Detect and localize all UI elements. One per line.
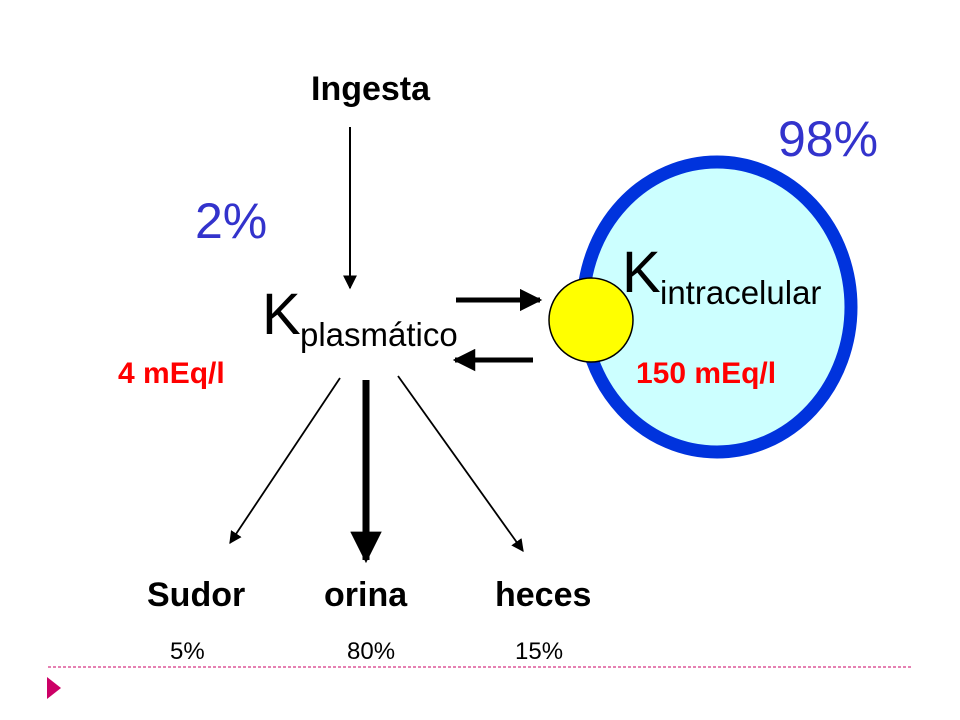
intracellular-k-symbol: K bbox=[622, 240, 661, 305]
intracellular-percent: 98% bbox=[778, 111, 878, 167]
output-percent-sudor: 5% bbox=[170, 638, 205, 665]
intracellular-concentration: 150 mEq/l bbox=[636, 357, 776, 390]
pump-circle bbox=[548, 277, 634, 363]
output-label-sudor: Sudor bbox=[147, 576, 245, 614]
slide-bullet-icon bbox=[47, 677, 61, 699]
intake-label: Ingesta bbox=[311, 70, 431, 108]
arrow-to-heces bbox=[397, 375, 524, 553]
output-percent-heces: 15% bbox=[515, 638, 563, 665]
plasma-subscript: plasmático bbox=[300, 316, 458, 353]
output-percent-orina: 80% bbox=[347, 638, 395, 665]
intracellular-subscript: intracelular bbox=[660, 274, 821, 311]
plasma-k-symbol: K bbox=[262, 282, 301, 347]
plasma-percent: 2% bbox=[195, 193, 267, 249]
arrow-to-sudor bbox=[229, 377, 341, 545]
output-label-heces: heces bbox=[495, 576, 591, 614]
output-label-orina: orina bbox=[324, 576, 408, 614]
plasma-concentration: 4 mEq/l bbox=[118, 357, 225, 390]
